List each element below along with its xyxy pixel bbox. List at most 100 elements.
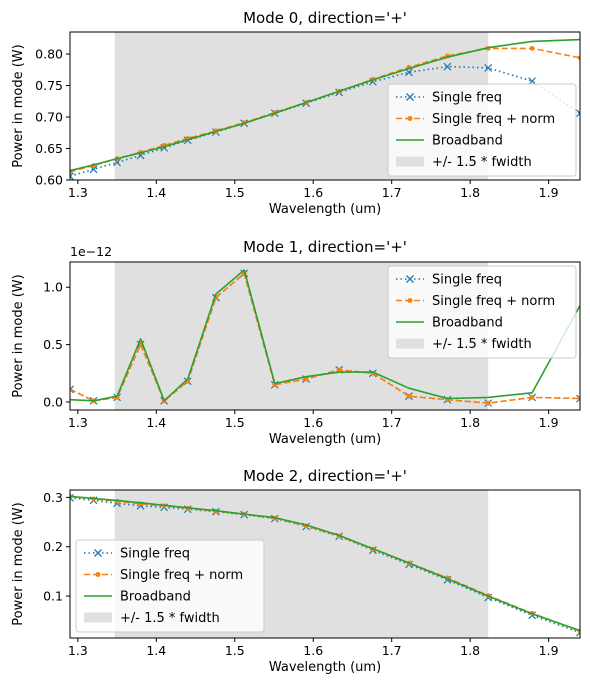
x-tick-label: 1.5 <box>225 643 245 658</box>
x-axis-label: Wavelength (um) <box>269 202 381 217</box>
y-axis-label: Power in mode (W) <box>11 44 26 167</box>
legend: Single freq Single freq + norm Broadband +/… <box>387 83 577 177</box>
legend-label-0: Single freq <box>120 547 190 562</box>
point-single-freq-norm <box>529 394 535 400</box>
x-tick-label: 1.3 <box>68 415 88 430</box>
scale-label: 1e−12 <box>70 244 112 259</box>
axes-frame <box>69 489 581 639</box>
y-tick-label: 0.3 <box>43 490 63 505</box>
x-tick-label: 1.9 <box>539 185 559 200</box>
y-axis-label: Power in mode (W) <box>11 274 26 397</box>
y-tick-label: 0.65 <box>35 141 63 156</box>
legend-marker-0 <box>406 275 414 283</box>
panel-1: 1.3 1.4 1.5 1.6 1.7 1.8 1.9 0.0 0.5 1.0 Wavelength… <box>11 238 581 447</box>
point-single-freq-norm <box>406 393 412 399</box>
point-single-freq-norm <box>303 376 309 382</box>
axes-frame <box>69 31 581 181</box>
x-tick-label: 1.4 <box>146 415 166 430</box>
point-single-freq <box>70 493 74 502</box>
legend-label-3: +/- 1.5 * fwidth <box>120 611 220 626</box>
legend-swatch-band <box>396 156 424 167</box>
x-tick-label: 1.9 <box>539 415 559 430</box>
point-single-freq <box>70 385 74 394</box>
panel-2: 1.3 1.4 1.5 1.6 1.7 1.8 1.9 0.1 0.2 0.3 Wavelength… <box>11 467 581 675</box>
axes-frame <box>69 261 581 411</box>
series-line-1 <box>70 495 580 632</box>
plot-area <box>70 269 580 408</box>
panel-0: 1.3 1.4 1.5 1.6 1.7 1.8 1.9 0.60 0.65 0.70 0.75 0.8… <box>11 9 581 217</box>
x-axis-label: Wavelength (um) <box>269 432 381 447</box>
x-tick-label: 1.7 <box>382 185 402 200</box>
point-single-freq-norm <box>70 386 73 392</box>
x-tick-label: 1.4 <box>146 643 166 658</box>
point-single-freq <box>443 62 452 71</box>
x-tick-label: 1.5 <box>225 185 245 200</box>
legend-label-2: Broadband <box>432 134 503 149</box>
y-tick-label: 0.80 <box>35 47 63 62</box>
point-single-freq <box>484 63 493 72</box>
legend-marker-1 <box>407 298 413 303</box>
point-single-freq <box>576 109 580 118</box>
legend-marker-1 <box>407 116 413 121</box>
y-tick-label: 0.5 <box>43 337 63 352</box>
legend: Single freq Single freq + norm Broadband +/… <box>387 265 577 359</box>
legend-label-2: Broadband <box>432 316 503 331</box>
point-single-freq <box>89 165 98 174</box>
y-axis-label: Power in mode (W) <box>11 502 26 625</box>
y-tick-label: 0.70 <box>35 110 63 125</box>
legend-frame <box>75 539 265 633</box>
legend-label-2: Broadband <box>120 590 191 605</box>
legend-frame <box>387 83 577 177</box>
y-tick-label: 1.0 <box>43 280 63 295</box>
legend-swatch-band <box>84 612 112 623</box>
x-tick-label: 1.5 <box>225 415 245 430</box>
plot-area <box>70 38 580 180</box>
legend-frame <box>387 265 577 359</box>
point-single-freq <box>528 77 537 86</box>
point-single-freq-norm <box>529 45 535 51</box>
point-single-freq <box>70 172 74 180</box>
series-line-1 <box>70 272 580 404</box>
x-tick-label: 1.9 <box>539 643 559 658</box>
x-tick-label: 1.8 <box>460 185 480 200</box>
legend-marker-0 <box>94 549 102 557</box>
legend-swatch-band <box>396 338 424 349</box>
x-tick-label: 1.8 <box>460 643 480 658</box>
x-tick-label: 1.6 <box>303 415 323 430</box>
point-single-freq-norm <box>336 367 342 373</box>
point-single-freq-norm <box>485 400 491 406</box>
chart-title: Mode 2, direction='+' <box>243 467 407 485</box>
series-line-2 <box>70 38 580 172</box>
chart-title: Mode 1, direction='+' <box>243 238 407 256</box>
y-tick-label: 0.60 <box>35 173 63 188</box>
legend-label-1: Single freq + norm <box>432 294 555 309</box>
x-tick-label: 1.7 <box>382 643 402 658</box>
point-single-freq <box>576 394 580 403</box>
point-single-freq-norm <box>577 396 580 401</box>
x-tick-label: 1.3 <box>68 185 88 200</box>
legend-marker-0 <box>406 93 414 101</box>
x-tick-label: 1.4 <box>146 185 166 200</box>
x-axis-label: Wavelength (um) <box>269 660 381 675</box>
x-tick-label: 1.6 <box>303 185 323 200</box>
legend-label-1: Single freq + norm <box>432 112 555 127</box>
x-tick-label: 1.6 <box>303 643 323 658</box>
legend-label-3: +/- 1.5 * fwidth <box>432 155 532 170</box>
y-tick-label: 0.0 <box>43 394 63 409</box>
y-tick-label: 0.1 <box>43 589 63 604</box>
legend-label-3: +/- 1.5 * fwidth <box>432 337 532 352</box>
series-line-2 <box>70 495 580 632</box>
legend: Single freq Single freq + norm Broadband +/… <box>75 539 265 633</box>
legend-label-1: Single freq + norm <box>120 568 243 583</box>
series-line-0 <box>70 497 580 634</box>
point-single-freq-norm <box>577 55 580 61</box>
y-tick-label: 0.2 <box>43 539 63 554</box>
legend-label-0: Single freq <box>432 91 502 106</box>
x-tick-label: 1.8 <box>460 415 480 430</box>
legend-marker-1 <box>95 572 101 577</box>
plot-area <box>70 493 580 637</box>
x-tick-label: 1.3 <box>68 643 88 658</box>
y-tick-label: 0.75 <box>35 78 63 93</box>
chart-title: Mode 0, direction='+' <box>243 9 407 27</box>
